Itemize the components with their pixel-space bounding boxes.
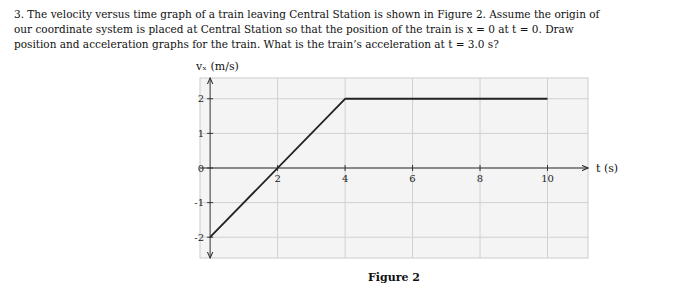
plot-marks bbox=[210, 99, 547, 237]
tick-label: 10 bbox=[541, 173, 554, 184]
tick bbox=[412, 165, 413, 171]
tick-label: -2 bbox=[194, 232, 204, 243]
grid-line bbox=[412, 78, 413, 258]
tick-label: 2 bbox=[198, 93, 204, 104]
tick-label: 4 bbox=[342, 173, 348, 184]
tick-label: 1 bbox=[198, 128, 204, 139]
tick-label: 0 bbox=[198, 163, 204, 174]
tick bbox=[207, 202, 213, 203]
y-axis-label: vₓ (m/s) bbox=[195, 60, 239, 73]
data-line bbox=[210, 99, 547, 237]
grid-line bbox=[345, 78, 346, 258]
tick-label: 2 bbox=[274, 173, 280, 184]
tick-label: 6 bbox=[409, 173, 415, 184]
grid-line bbox=[200, 237, 588, 238]
x-axis-label: t (s) bbox=[596, 162, 618, 175]
chart: 3. The velocity versus time graph of a t… bbox=[0, 0, 700, 289]
tick bbox=[207, 98, 213, 99]
grid-line bbox=[480, 78, 481, 258]
tick bbox=[207, 168, 213, 169]
tick bbox=[480, 165, 481, 171]
grid-line bbox=[200, 133, 588, 134]
tick bbox=[345, 165, 346, 171]
plot-area bbox=[200, 78, 588, 258]
tick-label: -1 bbox=[194, 197, 204, 208]
tick bbox=[207, 133, 213, 134]
annotation: 3. The velocity versus time graph of a t… bbox=[14, 8, 601, 20]
grid-line bbox=[547, 78, 548, 258]
annotation: our coordinate system is placed at Centr… bbox=[14, 23, 574, 35]
title: Figure 2 bbox=[368, 271, 420, 284]
grid-line bbox=[200, 168, 588, 169]
annotation: position and acceleration graphs for the… bbox=[14, 38, 499, 50]
tick-label: 8 bbox=[477, 173, 483, 184]
x-axis bbox=[200, 168, 588, 169]
tick bbox=[547, 165, 548, 171]
grid-line bbox=[200, 202, 588, 203]
